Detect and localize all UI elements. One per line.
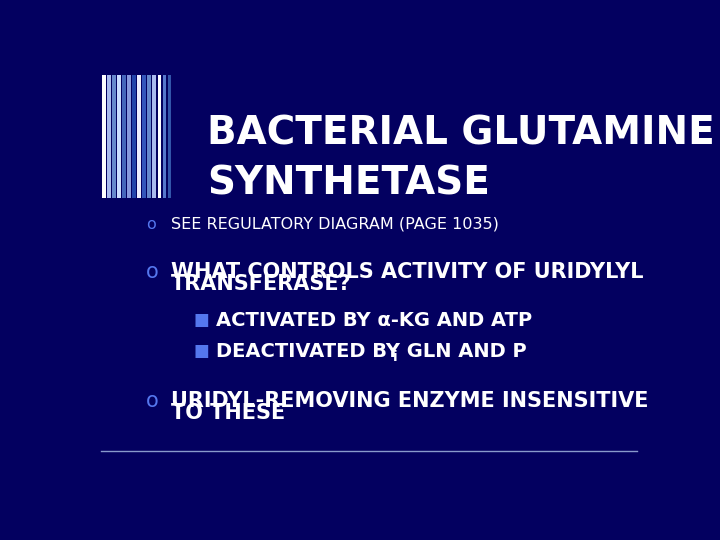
Bar — [148, 75, 150, 198]
Text: SYNTHETASE: SYNTHETASE — [207, 165, 490, 202]
Bar — [117, 75, 121, 198]
Text: URIDYL-REMOVING ENZYME INSENSITIVE: URIDYL-REMOVING ENZYME INSENSITIVE — [171, 391, 649, 411]
Bar — [122, 75, 126, 198]
Bar — [102, 75, 106, 198]
Bar — [107, 75, 111, 198]
Bar — [153, 75, 156, 198]
Text: o: o — [145, 391, 158, 411]
Text: i: i — [392, 349, 397, 363]
Bar — [168, 75, 171, 198]
Bar — [158, 75, 161, 198]
Bar — [143, 75, 145, 198]
Text: WHAT CONTROLS ACTIVITY OF URIDYLYL: WHAT CONTROLS ACTIVITY OF URIDYLYL — [171, 262, 644, 282]
Bar — [127, 75, 131, 198]
Text: BACTERIAL GLUTAMINE: BACTERIAL GLUTAMINE — [207, 114, 715, 153]
Text: TRANSFERASE?: TRANSFERASE? — [171, 274, 351, 294]
Text: SEE REGULATORY DIAGRAM (PAGE 1035): SEE REGULATORY DIAGRAM (PAGE 1035) — [171, 217, 499, 232]
Text: DEACTIVATED BY GLN AND P: DEACTIVATED BY GLN AND P — [215, 342, 526, 361]
Text: TO THESE: TO THESE — [171, 403, 285, 423]
Text: o: o — [145, 217, 156, 232]
Bar — [132, 75, 136, 198]
Text: ACTIVATED BY α-KG AND ATP: ACTIVATED BY α-KG AND ATP — [215, 311, 531, 330]
Text: ■: ■ — [193, 342, 209, 360]
Text: o: o — [145, 262, 158, 282]
Text: ■: ■ — [193, 311, 209, 329]
Bar — [138, 75, 141, 198]
Bar — [112, 75, 116, 198]
Bar — [163, 75, 166, 198]
